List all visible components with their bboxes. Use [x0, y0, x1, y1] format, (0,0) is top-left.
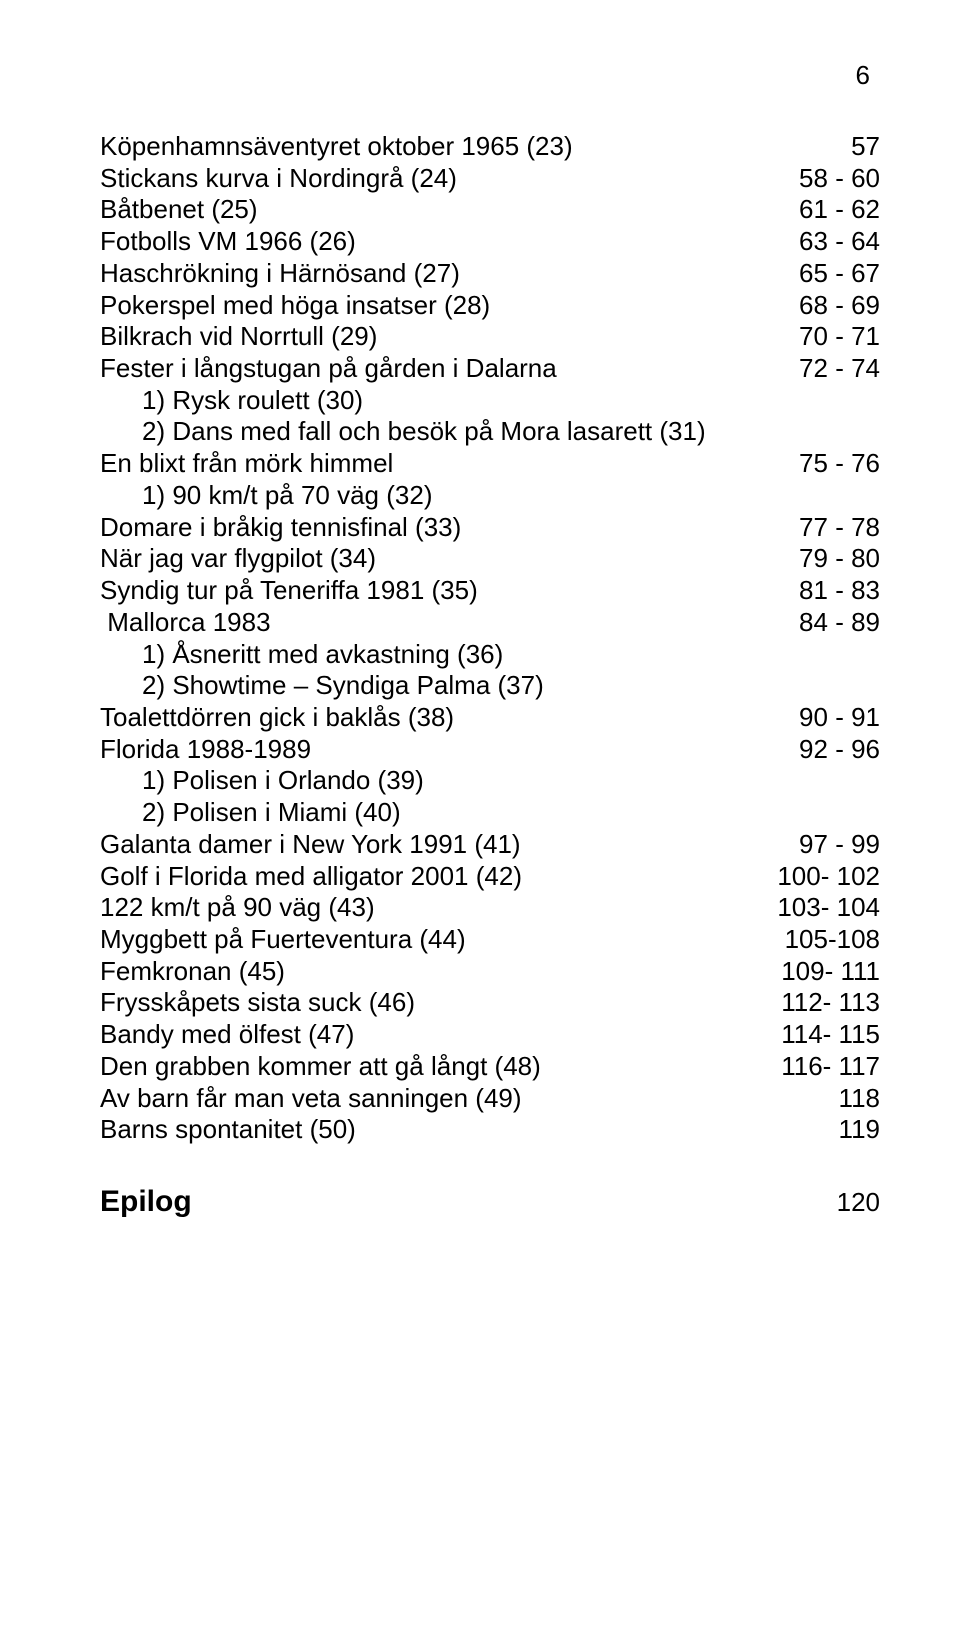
page-number: 6 — [100, 60, 880, 91]
toc-entry-label: Domare i bråkig tennisfinal (33) — [100, 512, 461, 544]
toc-entry-pages: 109- 111 — [761, 956, 880, 988]
toc-entry-label: Femkronan (45) — [100, 956, 285, 988]
toc-entry-label: Fotbolls VM 1966 (26) — [100, 226, 356, 258]
toc-entry-label: Frysskåpets sista suck (46) — [100, 987, 415, 1019]
toc-entry-pages: 79 - 80 — [779, 543, 880, 575]
toc-entry-label: Köpenhamnsäventyret oktober 1965 (23) — [100, 131, 573, 163]
toc-entry-label: Myggbett på Fuerteventura (44) — [100, 924, 466, 956]
toc-entry: Stickans kurva i Nordingrå (24) 58 - 60 — [100, 163, 880, 195]
toc-entry-label: Haschrökning i Härnösand (27) — [100, 258, 460, 290]
toc-entry: Bilkrach vid Norrtull (29) 70 - 71 — [100, 321, 880, 353]
toc-entry: Fester i långstugan på gården i Dalarna 7… — [100, 353, 880, 385]
toc-list: Köpenhamnsäventyret oktober 1965 (23)57S… — [100, 131, 880, 1146]
toc-subentry: 1) 90 km/t på 70 väg (32) — [100, 480, 880, 512]
toc-entry-pages: 70 - 71 — [779, 321, 880, 353]
toc-entry-pages: 68 - 69 — [779, 290, 880, 322]
toc-entry-label: Fester i långstugan på gården i Dalarna — [100, 353, 557, 385]
toc-entry-pages: 81 - 83 — [779, 575, 880, 607]
toc-entry-label: Mallorca 1983 — [100, 607, 271, 639]
toc-entry-label: När jag var flygpilot (34) — [100, 543, 376, 575]
toc-entry: Bandy med ölfest (47) 114- 115 — [100, 1019, 880, 1051]
toc-entry: Domare i bråkig tennisfinal (33) 77 - 78 — [100, 512, 880, 544]
toc-entry: Fotbolls VM 1966 (26) 63 - 64 — [100, 226, 880, 258]
toc-entry: Syndig tur på Teneriffa 1981 (35) 81 - 83 — [100, 575, 880, 607]
toc-entry: Haschrökning i Härnösand (27) 65 - 67 — [100, 258, 880, 290]
toc-subentry: 1) Rysk roulett (30) — [100, 385, 880, 417]
toc-subentry: 2) Polisen i Miami (40) — [100, 797, 880, 829]
toc-subentry: 2) Showtime – Syndiga Palma (37) — [100, 670, 880, 702]
toc-entry-pages: 75 - 76 — [779, 448, 880, 480]
toc-entry: Barns spontanitet (50) 119 — [100, 1114, 880, 1146]
toc-subentry: 1) Åsneritt med avkastning (36) — [100, 639, 880, 671]
toc-entry: När jag var flygpilot (34) 79 - 80 — [100, 543, 880, 575]
toc-entry-label: Syndig tur på Teneriffa 1981 (35) — [100, 575, 478, 607]
toc-entry: Frysskåpets sista suck (46) 112- 113 — [100, 987, 880, 1019]
toc-entry: Pokerspel med höga insatser (28) 68 - 69 — [100, 290, 880, 322]
toc-entry-pages: 105-108 — [765, 924, 880, 956]
toc-entry-label: Båtbenet (25) — [100, 194, 258, 226]
toc-entry-label: Toalettdörren gick i baklås (38) — [100, 702, 454, 734]
toc-entry-label: Golf i Florida med alligator 2001 (42) — [100, 861, 522, 893]
toc-entry: Toalettdörren gick i baklås (38) 90 - 91 — [100, 702, 880, 734]
toc-entry-pages: 116- 117 — [761, 1051, 880, 1083]
toc-entry-pages: 112- 113 — [761, 987, 880, 1019]
toc-entry-pages: 84 - 89 — [779, 607, 880, 639]
epilog-pages: 120 — [817, 1187, 880, 1219]
toc-entry-pages: 57 — [831, 131, 880, 163]
toc-entry-pages: 72 - 74 — [779, 353, 880, 385]
toc-entry: Golf i Florida med alligator 2001 (42) 10… — [100, 861, 880, 893]
toc-subentry: 2) Dans med fall och besök på Mora lasar… — [100, 416, 880, 448]
toc-entry: Femkronan (45) 109- 111 — [100, 956, 880, 988]
toc-entry-pages: 58 - 60 — [779, 163, 880, 195]
toc-entry: Av barn får man veta sanningen (49) 118 — [100, 1083, 880, 1115]
toc-entry: Florida 1988-1989 92 - 96 — [100, 734, 880, 766]
toc-entry-pages: 97 - 99 — [779, 829, 880, 861]
epilog-label: Epilog — [100, 1184, 192, 1221]
toc-entry: Köpenhamnsäventyret oktober 1965 (23) 57 — [100, 131, 880, 163]
toc-entry-label: En blixt från mörk himmel — [100, 448, 393, 480]
toc-entry-label: Stickans kurva i Nordingrå (24) — [100, 163, 457, 195]
toc-entry-pages: 90 - 91 — [779, 702, 880, 734]
toc-entry: Myggbett på Fuerteventura (44) 105-108 — [100, 924, 880, 956]
toc-entry: Galanta damer i New York 1991 (41) 97 - 9… — [100, 829, 880, 861]
toc-entry-pages: 114- 115 — [761, 1019, 880, 1051]
toc-entry: Den grabben kommer att gå långt (48) 116-… — [100, 1051, 880, 1083]
toc-entry-label: Barns spontanitet (50) — [100, 1114, 356, 1146]
toc-entry-label: 122 km/t på 90 väg (43) — [100, 892, 375, 924]
toc-subentry: 1) Polisen i Orlando (39) — [100, 765, 880, 797]
toc-entry: Båtbenet (25) 61 - 62 — [100, 194, 880, 226]
toc-entry-pages: 65 - 67 — [779, 258, 880, 290]
toc-entry-pages: 92 - 96 — [779, 734, 880, 766]
toc-entry-pages: 61 - 62 — [779, 194, 880, 226]
page: 6 Köpenhamnsäventyret oktober 1965 (23) 5… — [0, 0, 960, 1281]
toc-entry-pages: 63 - 64 — [779, 226, 880, 258]
toc-entry-pages: 119 — [819, 1114, 880, 1146]
toc-entry-label: Pokerspel med höga insatser (28) — [100, 290, 490, 322]
toc-entry-pages: 118 — [819, 1083, 880, 1115]
toc-entry: Mallorca 1983 84 - 89 — [100, 607, 880, 639]
toc-entry-label: Den grabben kommer att gå långt (48) — [100, 1051, 541, 1083]
toc-entry-label: Av barn får man veta sanningen (49) — [100, 1083, 522, 1115]
toc-entry-label: Bilkrach vid Norrtull (29) — [100, 321, 377, 353]
toc-entry-pages: 100- 102 — [757, 861, 880, 893]
toc-entry: 122 km/t på 90 väg (43) 103- 104 — [100, 892, 880, 924]
toc-entry-pages: 77 - 78 — [779, 512, 880, 544]
toc-entry: En blixt från mörk himmel 75 - 76 — [100, 448, 880, 480]
epilog-row: Epilog 120 — [100, 1184, 880, 1221]
toc-entry-label: Florida 1988-1989 — [100, 734, 311, 766]
toc-entry-label: Galanta damer i New York 1991 (41) — [100, 829, 521, 861]
toc-entry-label: Bandy med ölfest (47) — [100, 1019, 354, 1051]
toc-entry-pages: 103- 104 — [757, 892, 880, 924]
